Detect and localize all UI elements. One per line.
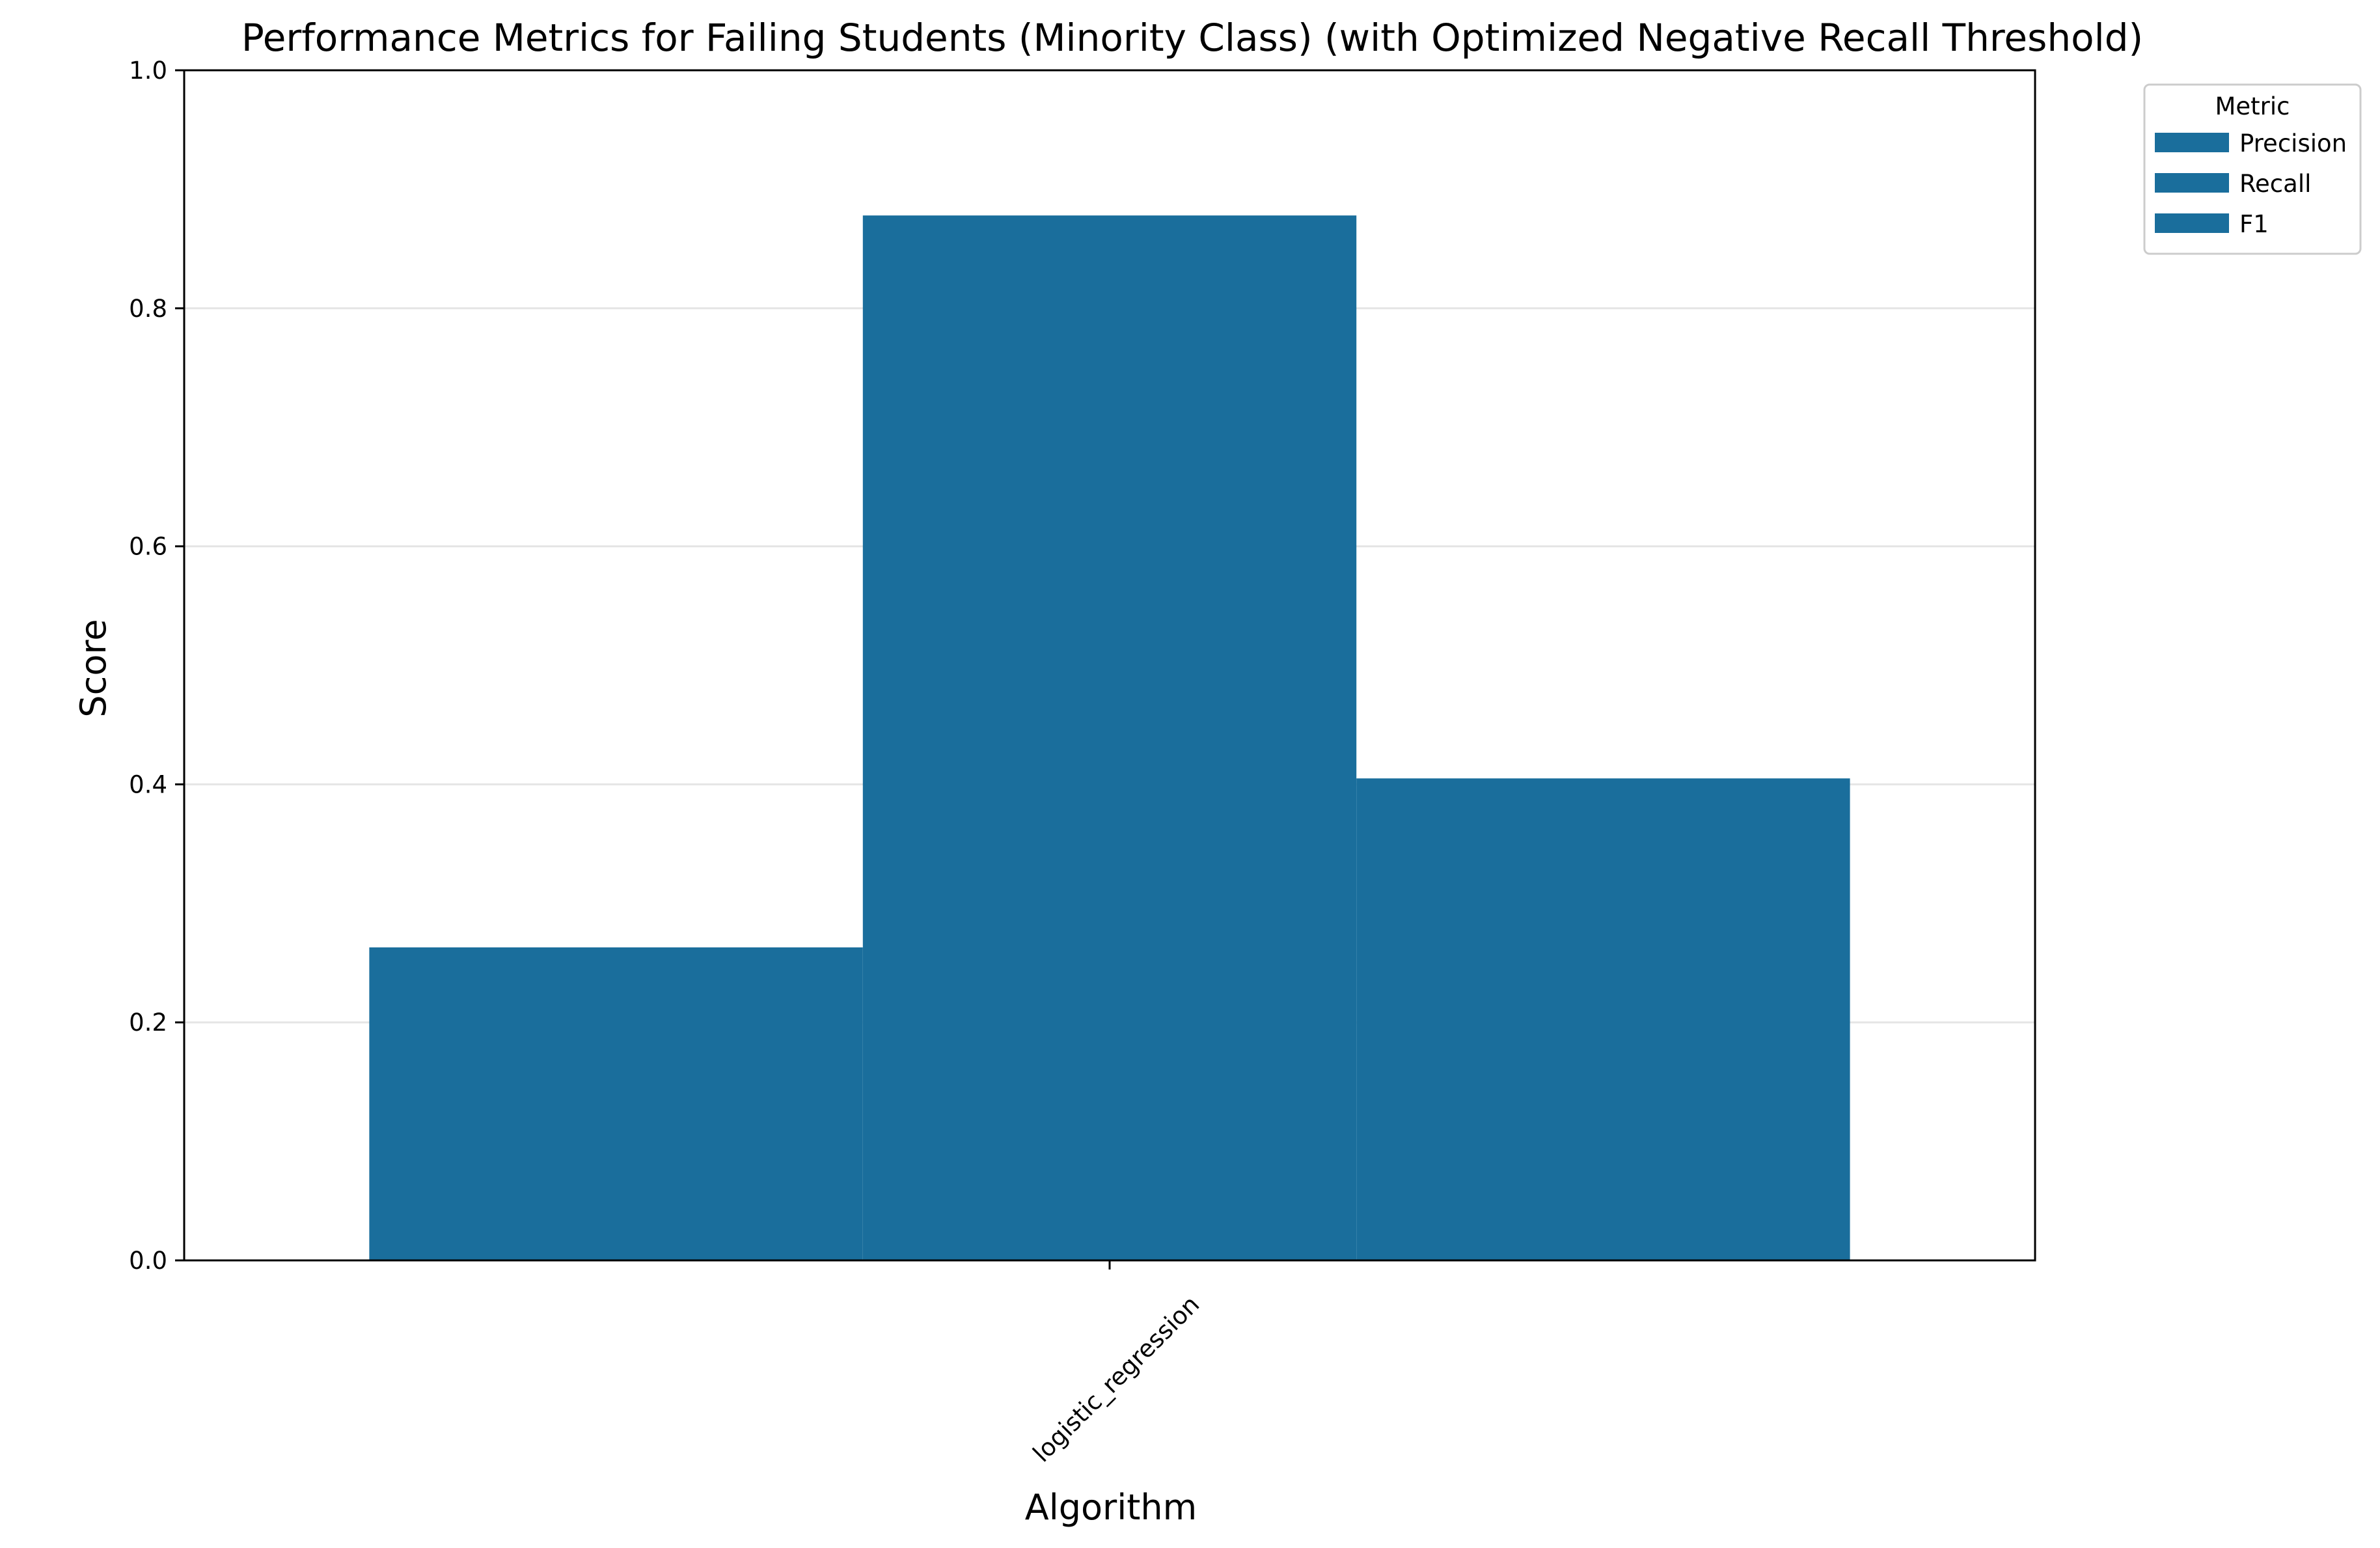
bars xyxy=(369,215,1850,1261)
y-tick-label: 0.2 xyxy=(129,1009,167,1037)
legend-label-recall: Recall xyxy=(2239,170,2311,198)
legend-swatch-recall xyxy=(2155,173,2229,193)
legend-swatch-precision xyxy=(2155,133,2229,152)
legend-title: Metric xyxy=(2215,92,2290,120)
legend: Metric Precision Recall F1 xyxy=(2143,83,2362,255)
chart-title: Performance Metrics for Failing Students… xyxy=(241,16,2143,60)
y-tick-label: 1.0 xyxy=(129,57,167,85)
legend-items: Precision Recall F1 xyxy=(2155,129,2347,238)
x-axis-label: Algorithm xyxy=(1025,1487,1197,1528)
y-tick-label: 0.8 xyxy=(129,295,167,323)
bar-recall xyxy=(862,215,1357,1261)
bar-f1 xyxy=(1356,778,1850,1260)
legend-frame xyxy=(2143,83,2362,255)
y-tick-label: 0.4 xyxy=(129,770,167,798)
y-axis-ticks: 0.0 0.2 0.4 0.6 0.8 1.0 xyxy=(129,57,184,1275)
legend-label-precision: Precision xyxy=(2239,129,2347,157)
legend-swatch-f1 xyxy=(2155,213,2229,233)
y-axis-label: Score xyxy=(73,619,114,717)
bar-precision xyxy=(369,947,863,1260)
y-tick-label: 0.6 xyxy=(129,533,167,561)
legend-label-f1: F1 xyxy=(2239,210,2269,238)
y-tick-label: 0.0 xyxy=(129,1247,167,1275)
